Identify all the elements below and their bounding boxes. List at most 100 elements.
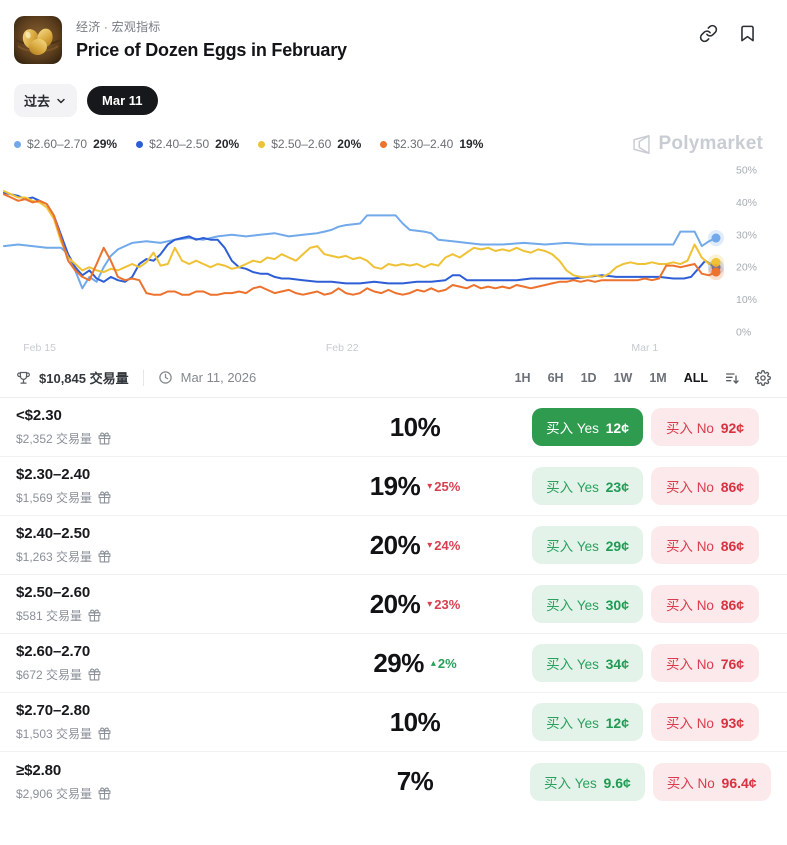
buy-no-label: 买入 No xyxy=(665,598,718,613)
outcome-row[interactable]: <$2.30 $2,352 交易量 10% 买入 Yes 12¢ 买入 No 9… xyxy=(0,398,787,457)
legend-dot-icon xyxy=(380,140,388,148)
chart-line xyxy=(3,214,717,290)
bookmark-button[interactable] xyxy=(738,24,757,43)
gift-icon[interactable] xyxy=(98,727,111,740)
past-filter-label: 过去 xyxy=(24,94,51,109)
legend-label: $2.40–2.50 xyxy=(149,137,210,151)
buy-no-button[interactable]: 买入 No 76¢ xyxy=(651,644,759,682)
range-button-1h[interactable]: 1H xyxy=(514,370,531,385)
range-button-all[interactable]: ALL xyxy=(683,370,708,385)
range-button-1w[interactable]: 1W xyxy=(613,370,633,385)
legend-label: $2.60–2.70 xyxy=(27,137,88,151)
x-axis-tick: Feb 22 xyxy=(326,342,359,354)
settings-button[interactable] xyxy=(755,369,771,386)
buy-no-label: 买入 No xyxy=(665,657,718,672)
date-chip[interactable]: Mar 11 xyxy=(87,86,158,115)
change-value: 24% xyxy=(434,537,461,553)
change-arrow-icon: ▾ xyxy=(427,480,433,492)
share-link-button[interactable] xyxy=(699,24,718,43)
y-axis-tick: 40% xyxy=(736,197,757,209)
outcome-volume-text: $672 交易量 xyxy=(16,668,83,682)
range-button-1m[interactable]: 1M xyxy=(649,370,667,385)
golden-eggs-image xyxy=(14,16,62,64)
buy-no-button[interactable]: 买入 No 86¢ xyxy=(651,467,759,505)
gift-icon[interactable] xyxy=(88,668,101,681)
buy-no-label: 买入 No xyxy=(666,775,719,791)
legend-percent: 20% xyxy=(215,137,240,151)
buy-no-button[interactable]: 买入 No 96.4¢ xyxy=(652,762,771,801)
outcome-name: $2.70–2.80 xyxy=(16,702,91,719)
outcome-volume-text: $1,569 交易量 xyxy=(16,491,93,505)
buy-yes-button[interactable]: 买入 Yes 12¢ xyxy=(532,408,643,446)
filter-chips-row: 过去 Mar 11 xyxy=(0,64,787,117)
legend-percent: 29% xyxy=(93,137,118,151)
outcome-volume: $672 交易量 xyxy=(16,666,300,683)
buy-no-label: 买入 No xyxy=(665,716,718,731)
outcome-row[interactable]: $2.70–2.80 $1,503 交易量 10% 买入 Yes 12¢ 买入 … xyxy=(0,693,787,752)
outcome-change: ▴ 2% xyxy=(431,656,457,671)
buy-no-button[interactable]: 买入 No 86¢ xyxy=(651,526,759,564)
buy-yes-price: 30¢ xyxy=(605,597,629,613)
legend-item[interactable]: $2.50–2.60 20% xyxy=(258,137,361,151)
gift-icon[interactable] xyxy=(98,787,111,800)
legend-item[interactable]: $2.60–2.70 29% xyxy=(14,137,117,151)
sort-descending-button[interactable] xyxy=(724,370,740,386)
title-block: 经济 · 宏观指标 Price of Dozen Eggs in Februar… xyxy=(76,16,699,61)
outcome-info: $2.70–2.80 $1,503 交易量 xyxy=(0,702,300,742)
price-chart[interactable]: 50% 40% 30% 20% 10% 0% Feb 15 Feb 22 Mar 1 xyxy=(0,157,787,362)
outcome-row[interactable]: $2.40–2.50 $1,263 交易量 20% ▾ 24% 买入 Yes 2… xyxy=(0,516,787,575)
x-axis-tick: Feb 15 xyxy=(23,342,56,354)
outcome-info: <$2.30 $2,352 交易量 xyxy=(0,407,300,447)
buy-yes-button[interactable]: 买入 Yes 23¢ xyxy=(532,467,643,505)
buy-no-button[interactable]: 买入 No 93¢ xyxy=(651,703,759,741)
chart-line xyxy=(3,193,717,296)
gift-icon[interactable] xyxy=(88,609,101,622)
range-button-1d[interactable]: 1D xyxy=(580,370,597,385)
outcome-volume-text: $1,263 交易量 xyxy=(16,550,93,564)
legend-item[interactable]: $2.40–2.50 20% xyxy=(136,137,239,151)
outcome-percent: 20% xyxy=(369,529,421,560)
outcome-row[interactable]: $2.30–2.40 $1,569 交易量 19% ▾ 25% 买入 Yes 2… xyxy=(0,457,787,516)
buy-yes-button[interactable]: 买入 Yes 29¢ xyxy=(532,526,643,564)
outcome-row[interactable]: $2.50–2.60 $581 交易量 20% ▾ 23% 买入 Yes 30¢… xyxy=(0,575,787,634)
range-button-6h[interactable]: 6H xyxy=(547,370,564,385)
gift-icon[interactable] xyxy=(98,550,111,563)
trade-buttons: 买入 Yes 34¢ 买入 No 76¢ xyxy=(530,644,787,682)
outcome-odds: 19% ▾ 25% xyxy=(300,471,530,502)
link-icon xyxy=(699,24,718,43)
toolbar-divider xyxy=(142,369,144,386)
outcome-row[interactable]: $2.60–2.70 $672 交易量 29% ▴ 2% 买入 Yes 34¢ … xyxy=(0,634,787,693)
buy-yes-button[interactable]: 买入 Yes 34¢ xyxy=(532,644,643,682)
legend-dot-icon xyxy=(258,140,266,148)
buy-no-label: 买入 No xyxy=(665,421,718,436)
outcome-name: <$2.30 xyxy=(16,407,62,424)
buy-no-price: 93¢ xyxy=(720,715,745,731)
gift-icon[interactable] xyxy=(98,432,111,445)
change-arrow-icon: ▾ xyxy=(427,598,433,610)
change-value: 2% xyxy=(437,655,457,671)
gift-icon[interactable] xyxy=(98,491,111,504)
buy-no-price: 76¢ xyxy=(720,656,745,672)
past-filter-dropdown[interactable]: 过去 xyxy=(14,84,78,117)
buy-no-button[interactable]: 买入 No 92¢ xyxy=(651,408,759,446)
change-value: 25% xyxy=(434,478,461,494)
outcome-volume: $1,503 交易量 xyxy=(16,725,300,742)
outcome-volume: $2,352 交易量 xyxy=(16,430,300,447)
outcome-volume-text: $581 交易量 xyxy=(16,609,83,623)
legend-label: $2.30–2.40 xyxy=(393,137,454,151)
buy-yes-button[interactable]: 买入 Yes 12¢ xyxy=(532,703,643,741)
outcome-name: $2.60–2.70 xyxy=(16,643,91,660)
chart-line xyxy=(3,190,717,278)
outcome-name: $2.40–2.50 xyxy=(16,525,91,542)
outcome-change: ▾ 24% xyxy=(427,538,460,553)
legend-item[interactable]: $2.30–2.40 19% xyxy=(380,137,483,151)
buy-yes-button[interactable]: 买入 Yes 9.6¢ xyxy=(530,762,645,801)
buy-no-price: 86¢ xyxy=(720,597,745,613)
outcome-percent: 10% xyxy=(389,706,441,737)
outcome-row[interactable]: ≥$2.80 $2,906 交易量 7% 买入 Yes 9.6¢ 买入 No 9… xyxy=(0,752,787,811)
header-actions xyxy=(699,16,771,43)
outcome-volume: $1,263 交易量 xyxy=(16,548,300,565)
buy-yes-button[interactable]: 买入 Yes 30¢ xyxy=(532,585,643,623)
buy-no-label: 买入 No xyxy=(665,539,718,554)
buy-no-button[interactable]: 买入 No 86¢ xyxy=(651,585,759,623)
